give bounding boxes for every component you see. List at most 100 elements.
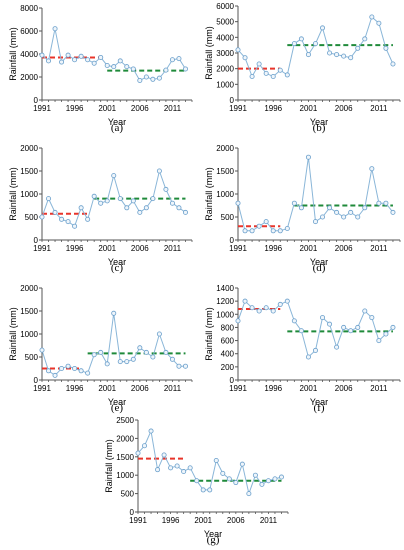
data-point <box>72 366 78 372</box>
y-tick-label: 1500 <box>216 167 234 176</box>
data-point <box>52 26 58 32</box>
data-point <box>242 55 248 61</box>
data-point <box>348 55 354 61</box>
y-axis-title: Rainfall (mm) <box>8 167 18 221</box>
y-tick-label: 1500 <box>116 453 134 462</box>
y-tick-label: 1000 <box>216 190 234 199</box>
data-point <box>256 223 262 229</box>
x-tick-label: 2001 <box>300 104 318 113</box>
data-point <box>117 359 123 365</box>
data-point <box>355 324 361 330</box>
data-point <box>265 478 271 484</box>
data-point <box>341 324 347 330</box>
data-point <box>235 318 241 324</box>
x-tick-label: 2006 <box>335 384 353 393</box>
data-point <box>207 487 213 493</box>
data-point <box>341 53 347 59</box>
panel-label: (a) <box>110 122 124 134</box>
panel-label: (g) <box>206 534 220 546</box>
rainfall-series-line <box>41 28 186 82</box>
data-point <box>390 324 396 330</box>
data-point <box>242 228 248 234</box>
data-point <box>341 214 347 220</box>
data-point <box>117 58 123 64</box>
x-axis-title: Year <box>108 257 126 267</box>
data-point <box>278 474 284 480</box>
data-point <box>334 344 340 350</box>
rainfall-series-line <box>237 16 394 78</box>
data-point <box>124 359 130 365</box>
data-point <box>239 461 245 467</box>
data-point <box>256 308 262 314</box>
data-point <box>46 58 52 64</box>
data-point <box>130 198 136 204</box>
data-point <box>249 228 255 234</box>
data-point <box>263 70 269 76</box>
data-point <box>263 305 269 311</box>
data-point <box>246 491 252 497</box>
data-point <box>182 363 188 369</box>
y-axis-title: Rainfall (mm) <box>204 26 214 80</box>
data-point <box>161 452 167 458</box>
x-tick-label: 1991 <box>229 384 247 393</box>
data-point <box>104 361 110 367</box>
data-point <box>291 41 297 47</box>
data-point <box>355 45 361 51</box>
data-point <box>242 298 248 304</box>
data-point <box>376 338 382 344</box>
data-point <box>137 77 143 83</box>
y-tick-label: 2000 <box>216 65 234 74</box>
chart-panel: 0 500 1000 1500 2000 1991 1996 2001 2006 2011 Rain… <box>4 282 202 418</box>
y-tick-label: 1000 <box>116 471 134 480</box>
y-tick-label: 8000 <box>20 4 38 13</box>
data-point <box>312 347 318 353</box>
panel-label: (b) <box>312 122 326 134</box>
x-tick-label: 1991 <box>33 104 51 113</box>
data-point <box>143 74 149 80</box>
y-tick-label: 0 <box>130 508 135 517</box>
y-tick-label: 2000 <box>20 144 38 153</box>
data-point <box>182 66 188 72</box>
data-point <box>59 59 65 65</box>
data-point <box>181 469 187 475</box>
data-point <box>327 321 333 327</box>
chart-panel: 0 500 1000 1500 2000 1991 1996 2001 2006 2011 Rain… <box>204 142 402 278</box>
data-point <box>98 349 104 355</box>
x-tick-label: 2001 <box>300 384 318 393</box>
y-tick-label: 0 <box>34 96 39 105</box>
data-point <box>348 209 354 215</box>
data-point <box>176 56 182 62</box>
data-point <box>117 196 123 202</box>
data-point <box>284 226 290 232</box>
data-point <box>334 52 340 58</box>
data-point <box>91 352 97 358</box>
data-point <box>298 328 304 334</box>
data-point <box>213 457 219 463</box>
data-point <box>270 228 276 234</box>
y-tick-label: 600 <box>221 337 235 346</box>
data-point <box>284 298 290 304</box>
data-point <box>156 331 162 337</box>
data-point <box>39 347 45 353</box>
data-point <box>137 345 143 351</box>
data-point <box>174 463 180 469</box>
x-axis-title: Year <box>108 117 126 127</box>
y-tick-label: 6000 <box>216 2 234 11</box>
y-tick-label: 500 <box>221 213 235 222</box>
data-point <box>320 315 326 321</box>
y-tick-label: 800 <box>221 323 235 332</box>
data-point <box>156 168 162 174</box>
data-point <box>111 64 117 70</box>
data-point <box>104 63 110 69</box>
data-point <box>383 331 389 337</box>
y-tick-label: 0 <box>230 376 235 385</box>
y-tick-label: 0 <box>34 236 39 245</box>
data-point <box>137 209 143 215</box>
x-axis-title: Year <box>310 257 328 267</box>
data-point <box>200 487 206 493</box>
data-point <box>163 186 169 192</box>
data-point <box>150 354 156 360</box>
data-point <box>233 480 239 486</box>
data-point <box>78 205 84 211</box>
data-point <box>376 200 382 206</box>
